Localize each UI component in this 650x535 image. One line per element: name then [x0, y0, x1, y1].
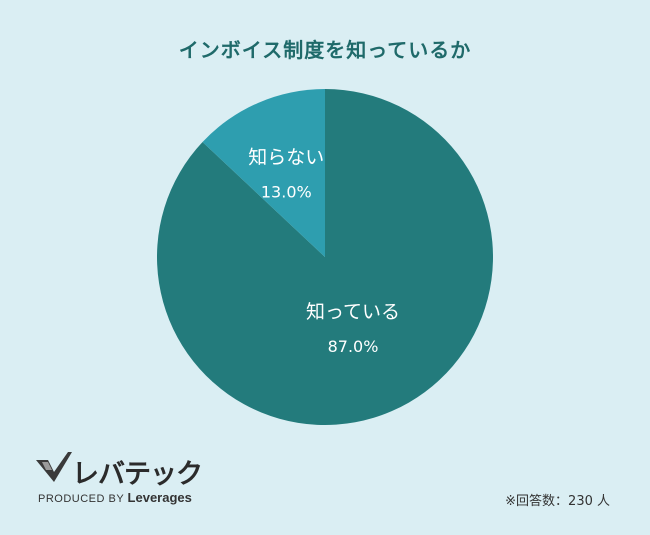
- pie-slice-0: [156, 89, 493, 425]
- pie-label-value-0: 87.0%: [328, 337, 379, 356]
- pie-label-category-1: 知らない: [248, 147, 324, 169]
- chart-title: インボイス制度を知っているか: [178, 38, 472, 62]
- pie-slice-1: [202, 89, 325, 257]
- produced-by-brand: Leverages: [127, 490, 192, 505]
- produced-by: PRODUCED BY Leverages: [38, 490, 192, 505]
- logo-text: レバテック: [72, 459, 203, 490]
- levtech-logo-icon: [36, 452, 72, 482]
- pie-label-value-1: 13.0%: [261, 183, 312, 202]
- produced-by-prefix: PRODUCED BY: [38, 493, 128, 505]
- pie-label-category-0: 知っている: [306, 301, 400, 323]
- response-count-note: ※回答数：230 人: [505, 494, 610, 509]
